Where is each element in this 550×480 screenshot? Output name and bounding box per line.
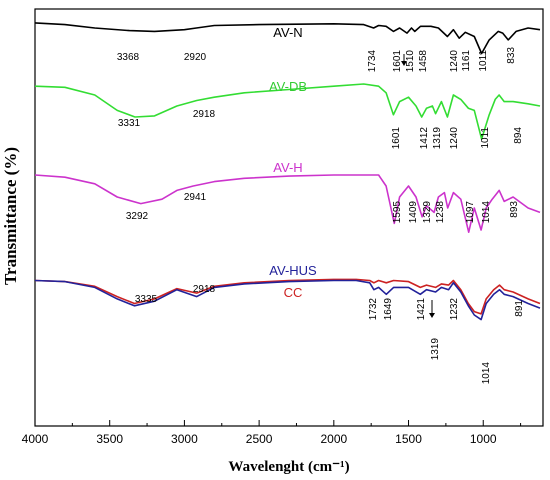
- series-label-av-h: AV-H: [273, 160, 302, 175]
- arrow-icon: [429, 313, 435, 318]
- x-tick-label: 2500: [246, 432, 273, 446]
- x-tick-label: 1000: [470, 432, 497, 446]
- peak-label: 1732: [368, 298, 379, 321]
- peak-label: 1595: [392, 201, 403, 224]
- x-tick-label: 3500: [96, 432, 123, 446]
- peak-label: 1232: [449, 298, 460, 321]
- series-label-av-db: AV-DB: [269, 79, 307, 94]
- peak-label: 1011: [478, 50, 489, 72]
- peak-label: 2920: [184, 52, 207, 63]
- peak-label: 1649: [383, 298, 394, 321]
- peak-label: 891: [514, 300, 525, 317]
- peak-label: 1240: [449, 50, 460, 73]
- series-line-cc: [34, 278, 541, 315]
- y-axis-label: Transmittance (%): [1, 147, 20, 285]
- peak-label: 1319: [432, 127, 443, 150]
- peak-label: 1510: [405, 50, 416, 73]
- peak-label: 1011: [480, 127, 491, 149]
- peak-label: 1319: [430, 338, 441, 361]
- peak-label: 1601: [391, 127, 402, 150]
- peak-label: 1014: [481, 362, 492, 385]
- peak-label: 1329: [422, 201, 433, 224]
- peak-label: 1601: [392, 50, 403, 73]
- peak-label: 893: [509, 201, 520, 218]
- arrow-icon: [401, 61, 407, 66]
- peak-label: 1409: [408, 201, 419, 224]
- peak-label: 833: [506, 47, 517, 64]
- series-labels: AV-N AV-DB AV-H AV-HUS CC: [269, 25, 317, 300]
- plot-frame: [34, 8, 544, 427]
- peak-label: 3292: [126, 211, 149, 222]
- series-curves: [34, 22, 541, 321]
- peak-label: 2918: [193, 284, 216, 295]
- series-line-av-db: [34, 83, 541, 140]
- x-tick-label: 2000: [320, 432, 347, 446]
- peak-label: 1412: [419, 127, 430, 150]
- series-label-av-n: AV-N: [273, 25, 302, 40]
- peak-label: 1238: [435, 201, 446, 224]
- peak-label: 3335: [135, 294, 158, 305]
- peak-label: 1421: [416, 298, 427, 321]
- x-tick-label: 4000: [22, 432, 49, 446]
- peak-label: 2918: [193, 109, 216, 120]
- series-label-av-hus: AV-HUS: [269, 263, 317, 278]
- peak-label: 3331: [118, 118, 141, 129]
- peak-label: 1734: [367, 50, 378, 73]
- peak-label: 3368: [117, 52, 140, 63]
- series-line-av-n: [34, 22, 541, 55]
- series-line-av-h: [34, 174, 541, 233]
- series-label-cc: CC: [284, 285, 303, 300]
- peak-label: 2941: [184, 192, 207, 203]
- peak-label: 1161: [461, 50, 472, 72]
- x-tick-label: 3000: [171, 432, 198, 446]
- x-axis-ticks: 4000 3500 3000 2500 2000 1500 1000: [22, 420, 522, 446]
- x-axis-label: Wavelenght (cm⁻¹): [228, 459, 349, 475]
- peak-label: 1014: [481, 201, 492, 224]
- peak-label: 1097: [465, 201, 476, 224]
- peak-label: 1458: [418, 50, 429, 73]
- x-tick-label: 1500: [395, 432, 422, 446]
- series-line-av-hus: [34, 279, 541, 321]
- peak-label: 1240: [449, 127, 460, 150]
- peak-annotations: 3368 2920 1734 1601 1510 1458 1240 1161 1011 8333…: [117, 47, 525, 385]
- peak-label: 894: [513, 127, 524, 144]
